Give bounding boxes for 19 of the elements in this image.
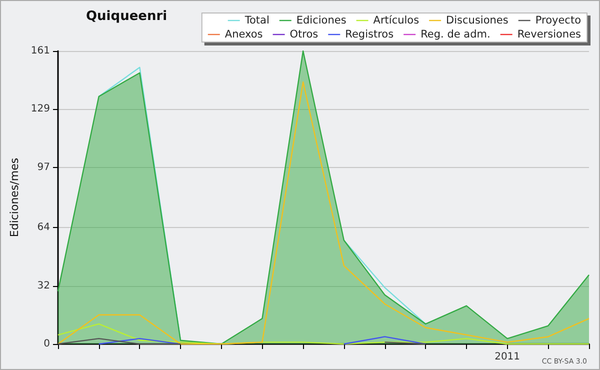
- y-tick-label: 64: [37, 222, 50, 234]
- y-tick-label: 129: [30, 104, 50, 115]
- legend-label: Registros: [345, 28, 394, 40]
- legend-label: Anexos: [224, 28, 263, 40]
- y-tick-label: 32: [37, 280, 50, 292]
- legend-label: Discusiones: [446, 14, 508, 26]
- legend-label: Artículos: [373, 14, 420, 26]
- x-tick-label: 2011: [494, 352, 520, 362]
- y-tick-label: 0: [44, 338, 50, 350]
- legend-label: Reversiones: [517, 28, 581, 40]
- y-tick-label: 161: [30, 46, 50, 56]
- y-axis-title: Ediciones/mes: [8, 158, 21, 238]
- legend-label: Reg. de adm.: [420, 28, 490, 40]
- legend-label: Ediciones: [296, 14, 346, 26]
- legend-label: Total: [244, 14, 270, 26]
- chart-title: Quiqueenri: [86, 9, 168, 24]
- legend-label: Proyecto: [535, 14, 582, 26]
- legend-label: Otros: [290, 28, 318, 40]
- y-tick-label: 97: [37, 162, 50, 173]
